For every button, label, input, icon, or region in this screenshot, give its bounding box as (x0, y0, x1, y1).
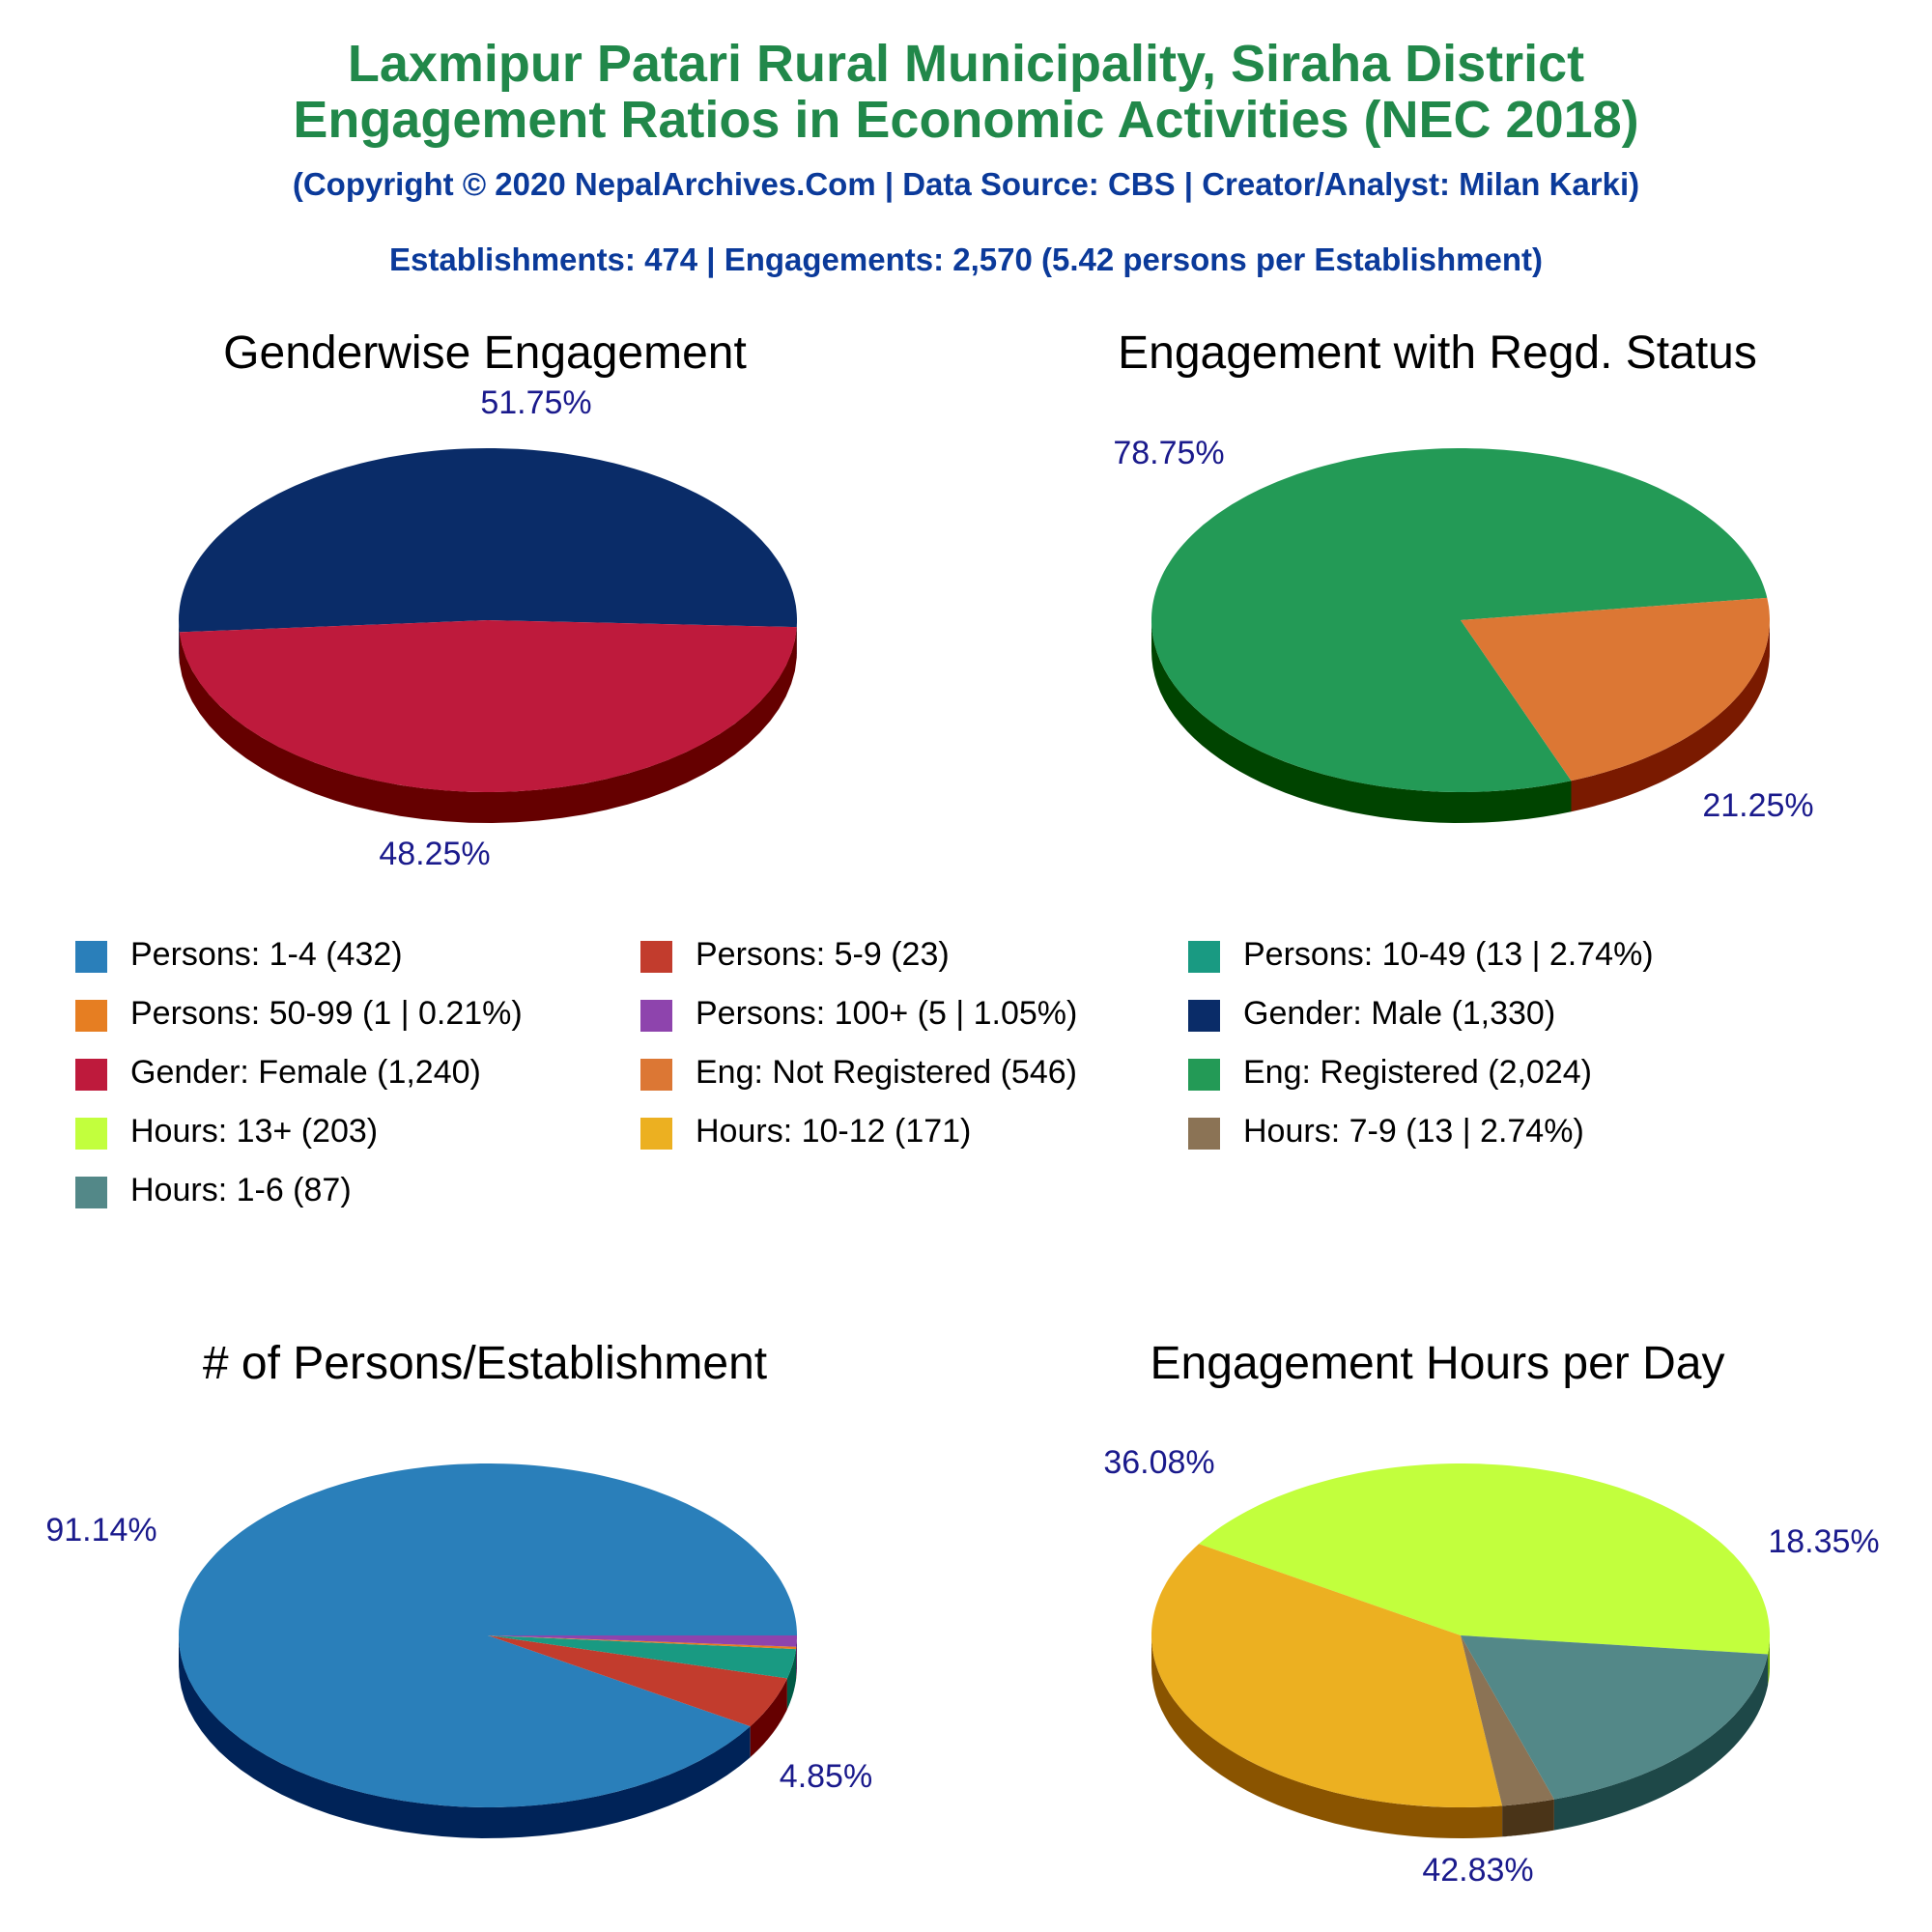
pie-0-label-0: 51.75% (480, 384, 591, 421)
legend-swatch (75, 1059, 107, 1091)
legend-swatch (75, 1177, 107, 1208)
legend-swatch (75, 1000, 107, 1032)
legend-swatch (640, 1118, 672, 1150)
legend-swatch (640, 1000, 672, 1032)
pie-2-side-0 (179, 1635, 751, 1838)
pie-title-persons: # of Persons/Establishment (202, 1338, 768, 1389)
legend-label: Eng: Registered (2,024) (1243, 1054, 1592, 1091)
pie-3-label-0: 42.83% (1422, 1852, 1533, 1889)
legend-label: Hours: 7-9 (13 | 2.74%) (1243, 1113, 1584, 1150)
legend-label: Hours: 10-12 (171) (696, 1113, 972, 1150)
pie-1: 78.75% 21.25% (1113, 435, 1813, 824)
chart-subtitle: (Copyright © 2020 NepalArchives.Com | Da… (292, 166, 1640, 202)
pie-2-label-0: 91.14% (45, 1512, 156, 1548)
legend-label: Hours: 1-6 (87) (130, 1172, 352, 1208)
pie-0-side-0 (179, 620, 180, 664)
pie-0: 51.75% 48.25% (179, 384, 797, 872)
legend-swatch (640, 941, 672, 973)
pie-0-side-1 (179, 627, 797, 823)
legend-label: Persons: 50-99 (1 | 0.21%) (130, 995, 523, 1032)
pie-2-slice-2 (488, 1635, 796, 1679)
pie-3: 42.83% 36.08% 18.35% (1103, 1444, 1879, 1889)
legend-swatch (1188, 1059, 1220, 1091)
pie-1-side-0 (1151, 620, 1572, 823)
legend-label: Persons: 1-4 (432) (130, 936, 403, 973)
pie-3-side-3 (1553, 1654, 1769, 1831)
pie-1-slice-0 (1151, 448, 1768, 792)
legend-label: Persons: 5-9 (23) (696, 936, 950, 973)
legend-swatch (1188, 1000, 1220, 1032)
legend-label: Gender: Female (1,240) (130, 1054, 481, 1091)
pie-3-slice-1 (1151, 1544, 1503, 1807)
legend-swatch (75, 1118, 107, 1150)
chart-stats: Establishments: 474 | Engagements: 2,570… (389, 242, 1543, 277)
pie-0-slice-1 (179, 620, 797, 792)
legend-swatch (1188, 941, 1220, 973)
legend-label: Gender: Male (1,330) (1243, 995, 1556, 1032)
pie-2-side-2 (786, 1649, 796, 1710)
legend-swatch (1188, 1118, 1220, 1150)
legend-label: Persons: 100+ (5 | 1.05%) (696, 995, 1078, 1032)
pie-2-slice-3 (488, 1635, 797, 1650)
pie-2-slice-1 (488, 1635, 787, 1727)
pie-title-gender: Genderwise Engagement (223, 327, 747, 379)
pie-title-hours: Engagement Hours per Day (1150, 1338, 1725, 1389)
pie-1-label-1: 21.25% (1702, 787, 1813, 824)
pie-title-regd: Engagement with Regd. Status (1118, 327, 1757, 379)
pie-2-side-1 (750, 1678, 787, 1758)
chart-title-line1: Laxmipur Patari Rural Municipality, Sira… (347, 35, 1585, 93)
pie-2: 91.14% 4.85% (45, 1463, 872, 1838)
pie-1-label-0: 78.75% (1113, 435, 1224, 471)
legend-label: Hours: 13+ (203) (130, 1113, 379, 1150)
pie-3-slice-2 (1461, 1635, 1554, 1806)
pie-3-side-0 (1768, 1635, 1770, 1686)
pie-3-slice-0 (1199, 1463, 1770, 1655)
legend-label: Persons: 10-49 (13 | 2.74%) (1243, 936, 1654, 973)
pie-3-side-1 (1151, 1635, 1503, 1838)
pie-0-label-1: 48.25% (379, 836, 490, 872)
pie-3-side-2 (1502, 1799, 1554, 1837)
pie-3-label-3: 18.35% (1768, 1523, 1879, 1560)
pie-2-side-4 (796, 1635, 797, 1678)
legend-swatch (75, 941, 107, 973)
pie-0-slice-0 (179, 448, 797, 633)
legend-label: Eng: Not Registered (546) (696, 1054, 1077, 1091)
pie-1-slice-1 (1461, 597, 1770, 781)
pie-3-label-1: 36.08% (1103, 1444, 1214, 1481)
chart-title-line2: Engagement Ratios in Economic Activities… (293, 91, 1639, 149)
pie-1-side-1 (1571, 620, 1770, 812)
legend-swatch (640, 1059, 672, 1091)
pie-2-label-1: 4.85% (780, 1758, 872, 1795)
pie-2-slice-4 (488, 1635, 797, 1647)
pie-3-slice-3 (1461, 1635, 1769, 1800)
